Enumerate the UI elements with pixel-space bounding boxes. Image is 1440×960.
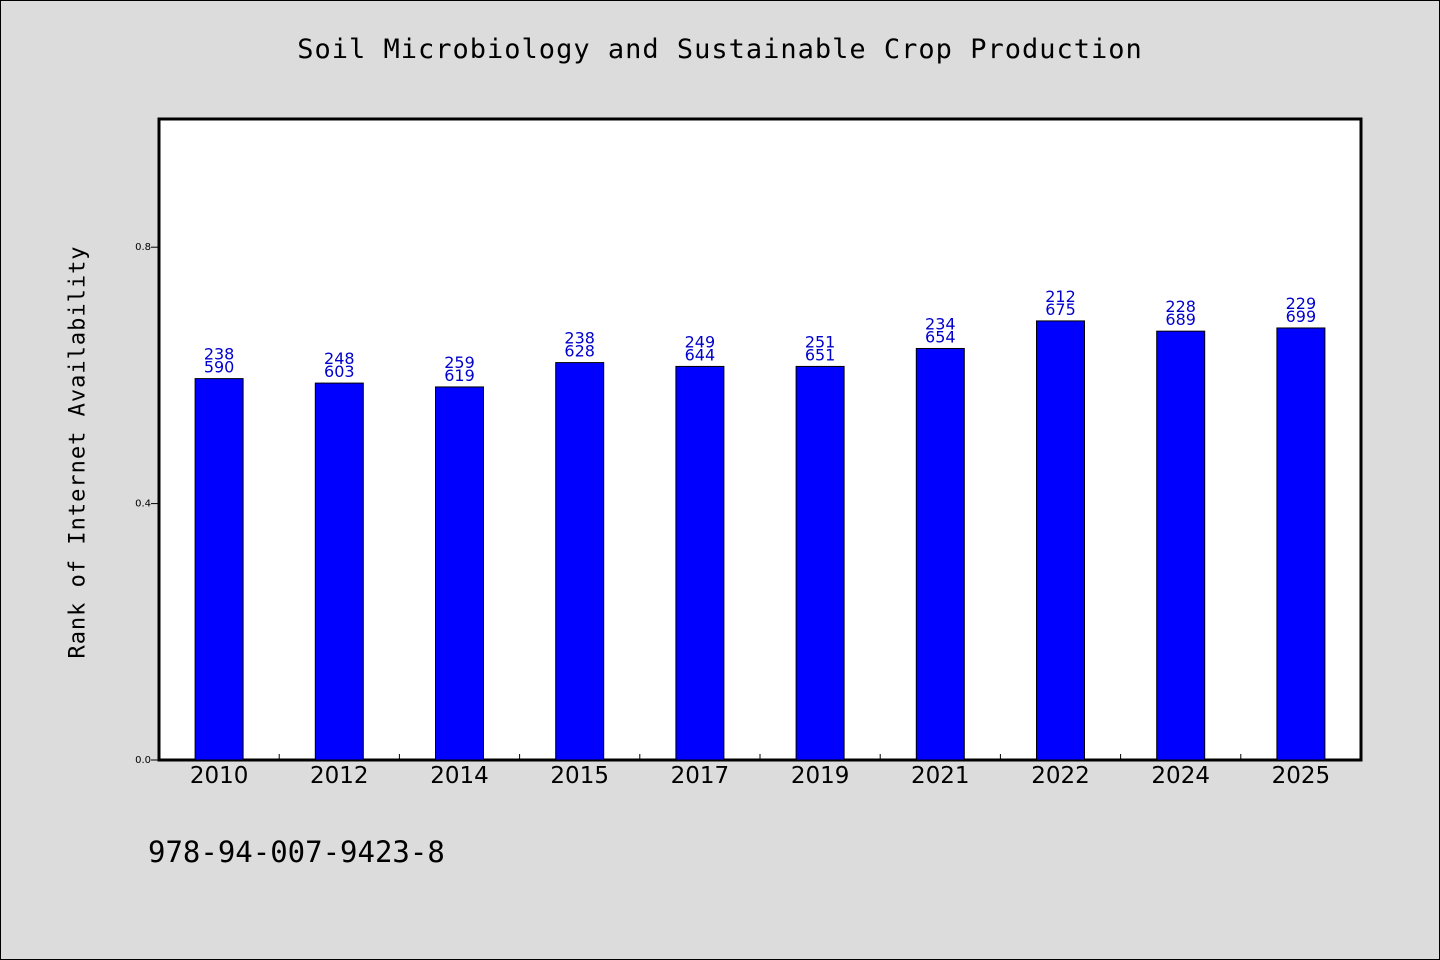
x-tick-label: 2017: [671, 763, 730, 789]
bar-label-bottom: 590: [204, 358, 235, 377]
y-tick-label: 0.8: [135, 242, 151, 253]
bar-label-bottom: 603: [324, 362, 355, 381]
x-tick-label: 2022: [1031, 763, 1090, 789]
bar-label-top: 229: [1286, 294, 1317, 313]
bar-label-top: 251: [805, 332, 836, 351]
bar-label-bottom: 619: [444, 366, 475, 385]
isbn-text: 978-94-007-9423-8: [148, 835, 445, 869]
bar: [1156, 330, 1206, 761]
x-tick-label: 2012: [310, 763, 369, 789]
bar-label-top: 228: [1165, 297, 1196, 316]
bar-label-top: 234: [925, 314, 956, 333]
y-tick-label: 0.4: [135, 499, 151, 510]
bar-label-top: 249: [685, 332, 716, 351]
x-tick-label: 2014: [430, 763, 489, 789]
y-tick-label: 0.0: [135, 755, 151, 766]
bar: [194, 378, 244, 761]
x-tick-label: 2025: [1272, 763, 1331, 789]
bar: [1276, 327, 1326, 761]
bars: [194, 320, 1326, 761]
x-tick-label: 2024: [1151, 763, 1210, 789]
bar-label-bottom: 675: [1045, 300, 1076, 319]
x-tick-label: 2015: [550, 763, 609, 789]
bar: [314, 382, 364, 761]
bar-label-top: 259: [444, 353, 475, 372]
x-axis: 2010 2012 2014 2015 2017 2019 2021 2022 2024 2025: [190, 754, 1330, 789]
bar-label-bottom: 699: [1286, 307, 1317, 326]
bar: [435, 386, 484, 761]
bar-label-top: 238: [564, 329, 595, 348]
bar-label-bottom: 651: [805, 345, 836, 364]
bar-label-bottom: 628: [564, 342, 595, 361]
bar: [1036, 320, 1085, 761]
x-tick-label: 2010: [190, 763, 249, 789]
bar-label-bottom: 654: [925, 327, 956, 346]
x-tick-label: 2019: [791, 763, 850, 789]
bar-label-top: 248: [324, 349, 355, 368]
bar: [675, 365, 725, 761]
bar: [555, 362, 605, 761]
bar-label-top: 212: [1045, 287, 1076, 306]
bar: [915, 347, 965, 761]
chart-title: Soil Microbiology and Sustainable Crop P…: [297, 34, 1143, 65]
bar: [795, 365, 845, 761]
bar-label-bottom: 689: [1165, 310, 1196, 329]
bar-label-bottom: 644: [685, 345, 716, 364]
x-tick-label: 2021: [911, 763, 970, 789]
y-axis: 0.0 0.4 0.8: [135, 242, 159, 766]
bar-label-top: 238: [204, 345, 235, 364]
